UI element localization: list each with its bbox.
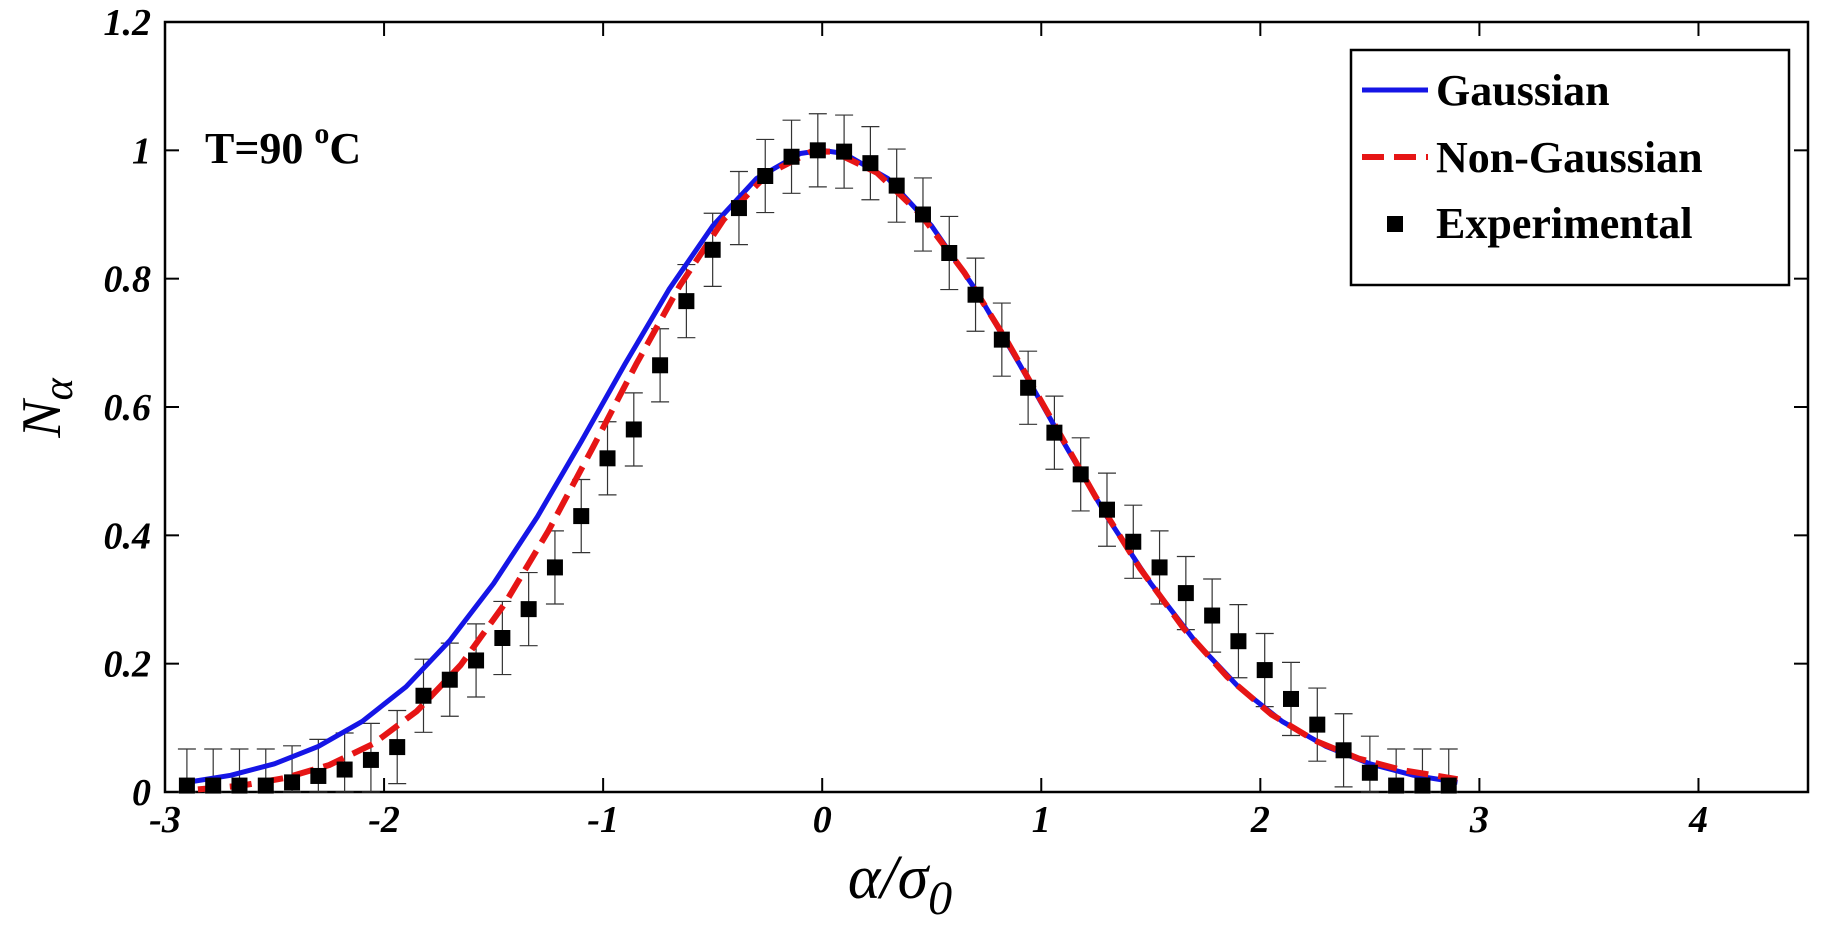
data-point xyxy=(573,508,590,525)
data-point xyxy=(1177,585,1194,602)
y-tick-label: 1 xyxy=(132,130,151,172)
data-point xyxy=(1230,633,1247,650)
y-axis-title: Nα xyxy=(11,377,82,438)
data-point xyxy=(625,421,642,438)
data-point xyxy=(704,241,721,258)
x-tick-label: 0 xyxy=(813,799,832,841)
data-point xyxy=(178,777,195,794)
legend-label-gaussian: Gaussian xyxy=(1436,66,1610,115)
data-point xyxy=(888,177,905,194)
data-point xyxy=(1283,690,1300,707)
x-tick-label: -2 xyxy=(368,799,400,841)
data-point xyxy=(1440,777,1457,794)
data-point xyxy=(1125,533,1142,550)
annotation-temperature: T=90 oC xyxy=(205,117,361,173)
data-point xyxy=(967,286,984,303)
data-point xyxy=(1309,716,1326,733)
data-point xyxy=(468,652,485,669)
data-point xyxy=(546,559,563,576)
data-point xyxy=(336,761,353,778)
data-point xyxy=(941,245,958,261)
data-point xyxy=(1361,764,1378,781)
data-point xyxy=(862,155,879,172)
data-point xyxy=(993,331,1010,348)
data-point xyxy=(231,777,248,794)
data-point xyxy=(1046,424,1063,441)
legend-label-non-gaussian: Non-Gaussian xyxy=(1436,133,1703,182)
legend: Gaussian Non-Gaussian Experimental xyxy=(1349,48,1791,287)
gaussian-curve xyxy=(186,147,1458,785)
data-point xyxy=(362,751,379,768)
y-tick-label: 1.2 xyxy=(104,2,152,44)
data-point xyxy=(1388,777,1405,794)
data-point xyxy=(1335,742,1352,759)
data-point xyxy=(914,206,931,223)
y-tick-label: 0.8 xyxy=(104,259,152,301)
experimental-markers xyxy=(178,142,1457,794)
x-tick-label: 3 xyxy=(1469,799,1489,841)
axis-ticks xyxy=(164,21,1808,793)
data-point xyxy=(257,777,274,794)
data-point xyxy=(836,143,853,160)
x-tick-label: -3 xyxy=(149,799,181,841)
y-tick-label: 0.6 xyxy=(104,387,152,429)
data-point xyxy=(205,777,222,794)
data-point xyxy=(494,630,511,646)
x-tick-labels: -3 -2 -1 0 1 2 3 4 xyxy=(149,799,1708,841)
y-tick-labels: 0 0.2 0.4 0.6 0.8 1 1.2 xyxy=(104,2,152,814)
non-gaussian-curve xyxy=(197,148,1458,793)
data-point xyxy=(1256,662,1273,679)
x-tick-label: -1 xyxy=(587,799,619,841)
data-point xyxy=(652,357,669,374)
error-bars xyxy=(177,113,1458,793)
data-point xyxy=(284,774,301,791)
x-tick-label: 2 xyxy=(1250,799,1270,841)
data-point xyxy=(678,293,695,310)
x-tick-label: 1 xyxy=(1032,799,1051,841)
data-point xyxy=(415,687,432,704)
y-tick-label: 0.2 xyxy=(104,644,152,686)
data-point xyxy=(1151,559,1168,576)
data-point xyxy=(1204,607,1221,624)
x-tick-label: 4 xyxy=(1688,799,1708,841)
fit-curves xyxy=(186,147,1458,793)
data-point xyxy=(730,200,747,217)
data-point xyxy=(809,142,826,159)
y-tick-label: 0.4 xyxy=(104,515,152,557)
legend-swatch-experimental xyxy=(1387,216,1403,232)
legend-label-experimental: Experimental xyxy=(1436,199,1693,248)
x-axis-title: α/σ0 xyxy=(848,844,952,925)
data-point xyxy=(310,767,327,784)
data-point xyxy=(783,148,800,165)
data-point xyxy=(441,671,458,688)
data-point xyxy=(1098,501,1115,518)
data-point xyxy=(599,450,616,467)
data-point xyxy=(1414,777,1431,794)
y-tick-label: 0 xyxy=(132,772,151,814)
data-point xyxy=(1020,379,1037,396)
data-point xyxy=(389,739,406,756)
data-point xyxy=(520,601,537,618)
data-point xyxy=(757,168,774,184)
data-point xyxy=(1072,466,1089,483)
